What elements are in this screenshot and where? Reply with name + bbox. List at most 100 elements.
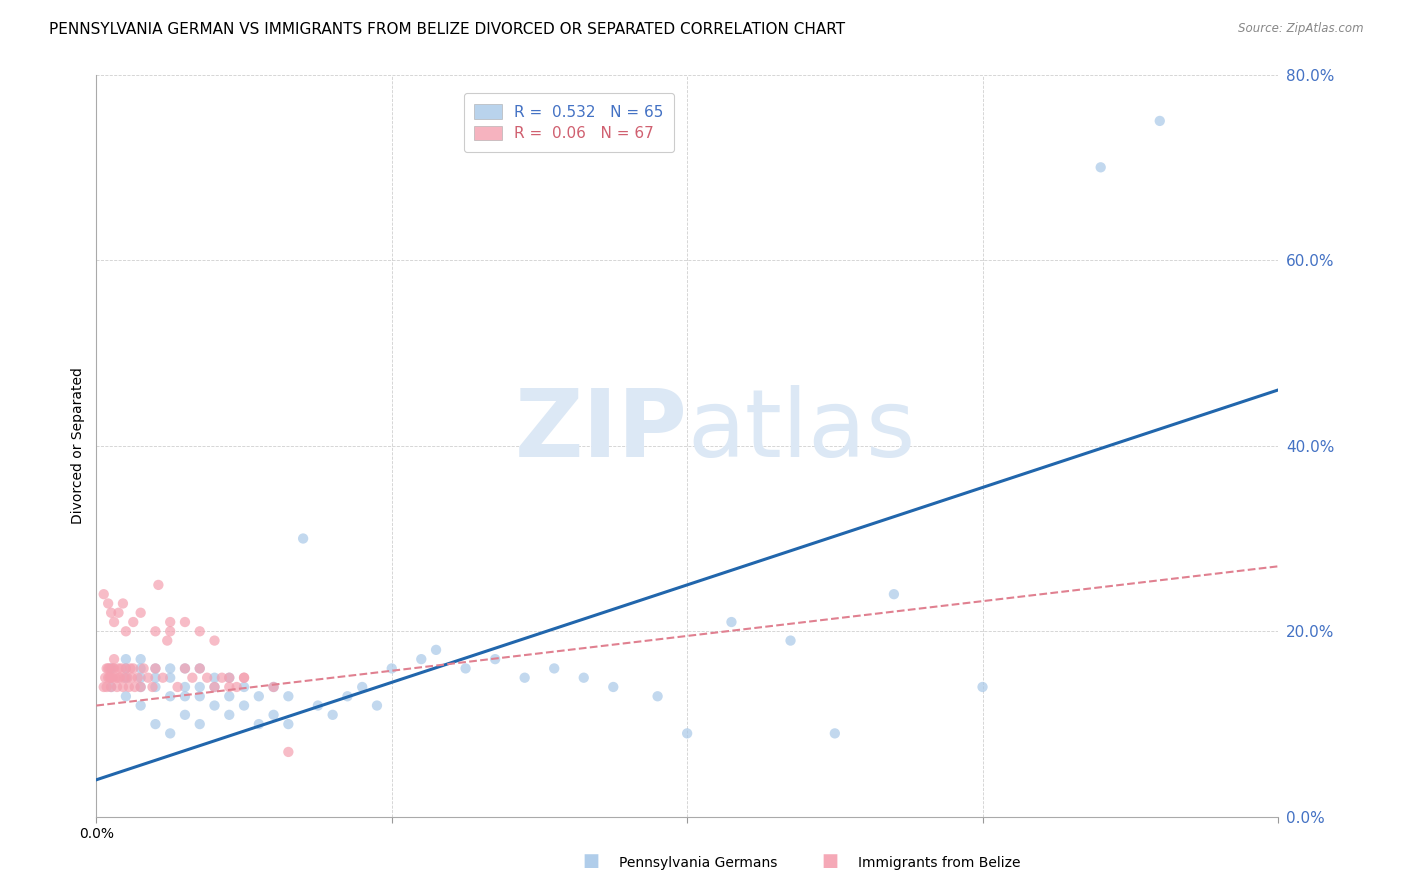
Point [145,661,167,675]
Point [824,726,846,740]
Point [152,671,174,685]
Point [352,680,374,694]
Point [115,652,138,666]
Point [218,707,240,722]
Point [118,680,141,694]
Point [292,532,315,546]
Point [159,615,181,629]
Point [218,671,240,685]
Legend: R =  0.532   N = 65, R =  0.06   N = 67: R = 0.532 N = 65, R = 0.06 N = 67 [464,94,675,152]
Text: ■: ■ [821,852,838,870]
Point [411,652,433,666]
Point [233,680,256,694]
Point [647,690,669,704]
Point [602,680,624,694]
Point [115,624,138,639]
Point [195,671,218,685]
Point [218,690,240,704]
Point [676,726,699,740]
Point [454,661,477,675]
Point [120,661,142,675]
Point [145,671,167,685]
Point [188,690,211,704]
Text: atlas: atlas [688,384,915,477]
Point [148,578,170,592]
Point [103,615,125,629]
Point [94,671,117,685]
Y-axis label: Divorced or Separated: Divorced or Separated [72,368,86,524]
Point [263,680,285,694]
Point [124,680,146,694]
Point [101,671,124,685]
Point [129,680,152,694]
Point [322,707,344,722]
Text: Pennsylvania Germans: Pennsylvania Germans [619,855,778,870]
Point [307,698,329,713]
Point [127,671,149,685]
Point [174,707,197,722]
Point [233,671,256,685]
Point [121,671,143,685]
Point [277,717,299,731]
Point [188,661,211,675]
Point [159,624,181,639]
Point [145,661,167,675]
Point [145,624,167,639]
Point [188,624,211,639]
Point [98,661,121,675]
Text: ■: ■ [582,852,599,870]
Text: ZIP: ZIP [515,384,688,477]
Point [277,745,299,759]
Point [132,661,155,675]
Point [115,661,138,675]
Point [263,707,285,722]
Point [211,671,233,685]
Point [972,680,994,694]
Point [425,643,447,657]
Point [188,661,211,675]
Point [93,680,115,694]
Point [204,633,226,648]
Point [97,661,120,675]
Point [156,633,179,648]
Point [129,606,152,620]
Point [513,671,536,685]
Point [104,671,127,685]
Point [100,680,122,694]
Point [110,661,132,675]
Point [159,661,181,675]
Point [543,661,565,675]
Point [381,661,404,675]
Point [233,698,256,713]
Point [233,671,256,685]
Point [366,698,388,713]
Point [115,661,138,675]
Point [174,661,197,675]
Point [115,671,138,685]
Point [100,680,122,694]
Point [107,606,129,620]
Point [100,606,122,620]
Point [720,615,742,629]
Point [129,680,152,694]
Point [336,690,359,704]
Point [122,615,145,629]
Point [218,671,240,685]
Point [159,671,181,685]
Point [247,717,270,731]
Point [174,690,197,704]
Point [93,587,115,601]
Point [117,671,139,685]
Point [484,652,506,666]
Point [98,671,121,685]
Point [145,680,167,694]
Point [97,671,120,685]
Point [225,680,247,694]
Point [159,726,181,740]
Point [122,661,145,675]
Point [204,680,226,694]
Point [204,698,226,713]
Point [111,597,134,611]
Point [103,661,125,675]
Point [141,680,163,694]
